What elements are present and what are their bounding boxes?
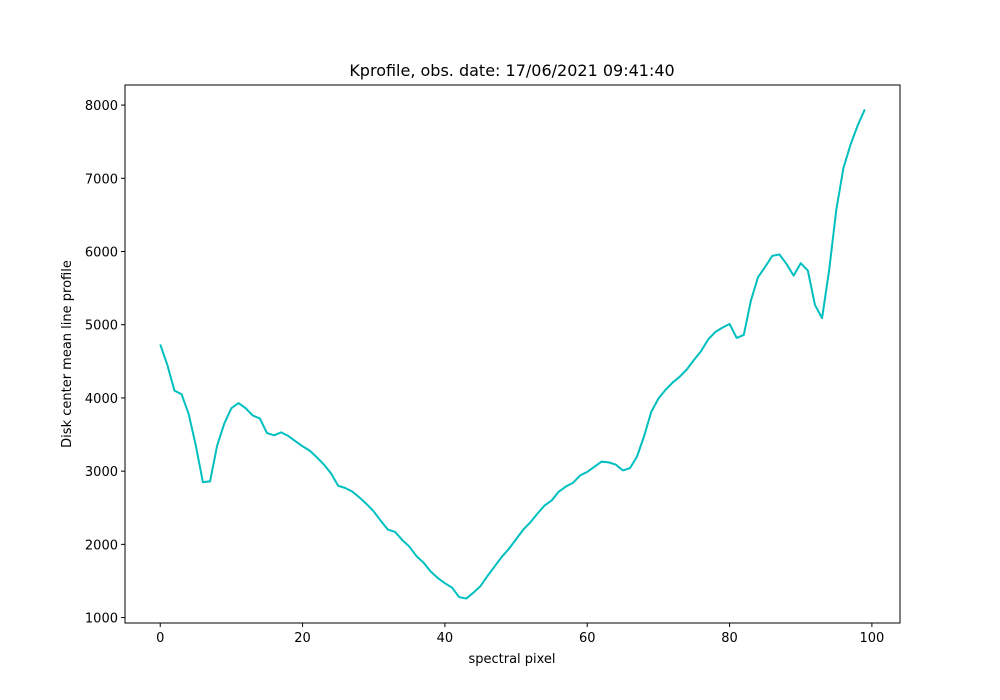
x-tick-label: 20 [294, 631, 311, 646]
y-tick-label: 8000 [85, 99, 118, 114]
y-tick-label: 3000 [85, 465, 118, 480]
x-tick-label: 100 [859, 631, 884, 646]
plot-frame [124, 84, 901, 624]
y-tick-label: 5000 [85, 319, 118, 334]
y-tick-label: 2000 [85, 538, 118, 553]
data-line [159, 109, 866, 600]
y-tick-label: 1000 [85, 612, 118, 627]
x-tick-label: 60 [579, 631, 596, 646]
y-axis-label: Disk center mean line profile [60, 260, 75, 448]
y-tick-label: 6000 [85, 245, 118, 260]
x-tick-label: 40 [437, 631, 454, 646]
chart-title: Kprofile, obs. date: 17/06/2021 09:41:40 [349, 61, 674, 80]
x-tick-label: 80 [721, 631, 738, 646]
y-tick-label: 4000 [85, 392, 118, 407]
x-tick-label: 0 [156, 631, 164, 646]
x-axis-label: spectral pixel [468, 652, 555, 667]
y-tick-label: 7000 [85, 172, 118, 187]
